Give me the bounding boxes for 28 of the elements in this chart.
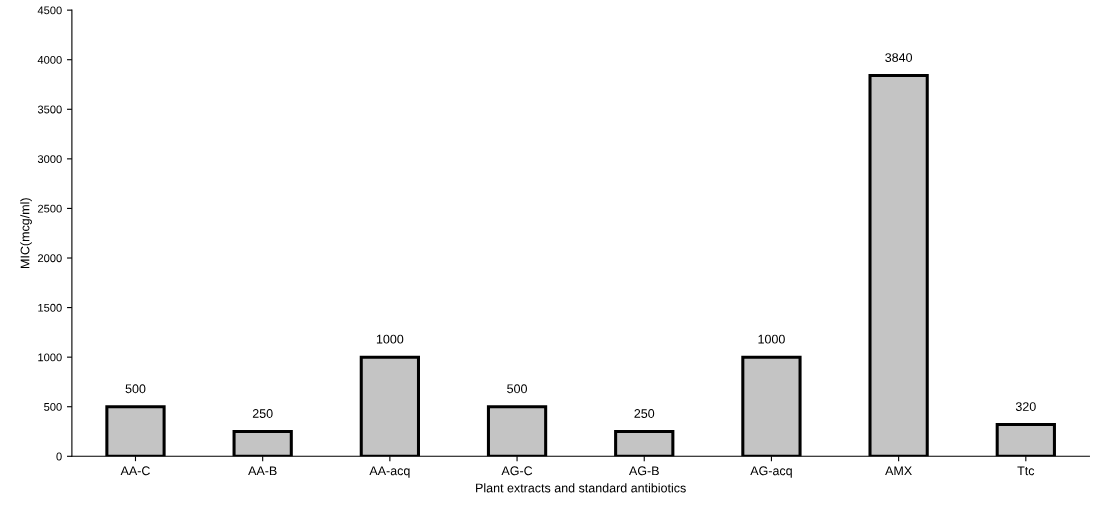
y-tick-label: 4000	[37, 55, 62, 64]
data-label: 320	[1015, 402, 1036, 411]
y-axis-title: MIC(mcg/ml)	[20, 198, 32, 268]
y-tick-label: 4500	[37, 6, 62, 15]
y-tick-label: 2000	[38, 254, 62, 263]
x-tick-label: AMX	[885, 466, 912, 476]
data-label: 250	[634, 409, 655, 418]
x-tick-label: AA-acq	[369, 466, 410, 478]
data-label: 3840	[885, 53, 913, 62]
data-label: 250	[252, 409, 273, 418]
x-tick-label: AG-acq	[750, 466, 792, 478]
y-tick-label: 3500	[37, 105, 62, 114]
data-label: 500	[125, 384, 146, 394]
y-tick-label: 3000	[37, 155, 62, 163]
y-tick-label: 0	[56, 452, 62, 461]
x-tick-label: AA-B	[248, 466, 277, 476]
x-tick-label: AG-B	[628, 466, 659, 476]
data-label: 1000	[758, 334, 785, 344]
y-tick-label: 1500	[38, 303, 62, 312]
x-tick-label: AA-C	[120, 466, 150, 476]
x-tick-label: AG-C	[501, 466, 533, 476]
data-label: 500	[507, 384, 527, 394]
y-tick-label: 1000	[38, 353, 62, 362]
y-tick-label: 2500	[38, 204, 62, 213]
y-tick-label: 500	[44, 402, 62, 411]
x-tick-label: Ttc	[1017, 466, 1035, 476]
data-label: 1000	[376, 334, 404, 344]
x-axis-title: Plant extracts and standard antibiotics	[476, 483, 686, 493]
